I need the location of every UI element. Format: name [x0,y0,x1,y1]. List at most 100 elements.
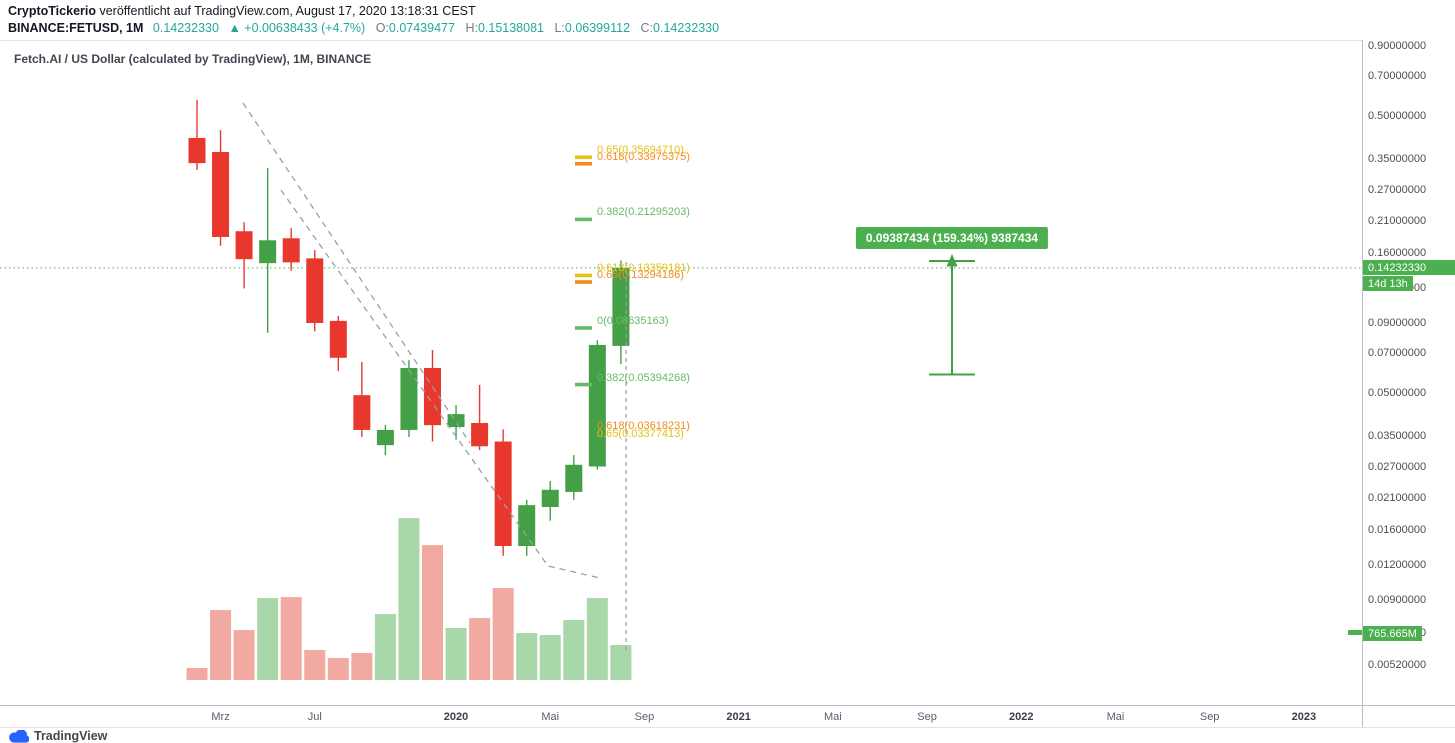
volume-bar [398,518,420,680]
time-axis-month-label: Sep [634,711,655,723]
low-value: 0.06399112 [564,21,631,35]
time-axis-year-label: 2023 [1291,711,1317,723]
volume-bar [610,645,632,680]
attribution-bar: TradingView [0,727,1455,743]
candle-body [306,258,324,323]
symbol-interval-label: BINANCE:FETUSD, 1M [8,21,144,35]
volume-bar [304,650,326,680]
tradingview-logo[interactable]: TradingView [8,729,107,743]
publish-text: veröffentlicht auf TradingView.com, Augu… [96,4,476,18]
time-axis-year-label: 2020 [443,711,469,723]
volume-bar [422,545,443,680]
price-axis-label: 0.21000000 [1368,214,1427,227]
price-axis-label: 0.27000000 [1368,184,1427,197]
price-axis-label: 0.09000000 [1368,316,1427,329]
candle-body [212,151,230,237]
volume-bar [445,628,467,680]
volume-bar [210,610,232,680]
candle-body [235,231,253,260]
candle-body [447,414,465,428]
time-axis-year-label: 2021 [726,711,751,723]
close-label: C: [640,21,654,35]
price-axis-label: 0.00900000 [1368,593,1427,606]
time-axis-year-label: 2022 [1009,711,1034,723]
time-axis[interactable]: Mrz Jul 2020 Mai Sep 2021 Mai Sep 2022 Mai Sep 2023 [0,705,1455,728]
tradingview-cloud-icon [9,729,29,743]
price-axis-label: 0.16000000 [1368,247,1427,260]
fib-tick [575,155,592,160]
price-axis-label: 0.07000000 [1368,346,1427,359]
close-value: 0.14232330 [653,21,720,35]
open-label: O: [375,21,389,35]
chart-pane[interactable] [0,40,1455,705]
candlestick-series [188,99,630,556]
trendline-outer [242,102,471,444]
measured-move-label: 0.09387434 (159.34%) 9387434 [855,227,1049,249]
candle-body [329,320,347,358]
fib-retracement-ticks [575,155,592,387]
time-axis-month-label: Mai [1106,711,1125,723]
candle-body [471,422,489,447]
volume-bar [374,614,396,680]
volume-bar [351,653,373,680]
time-axis-month-label: Mrz [211,711,230,723]
volume-bar [327,658,349,680]
time-axis-month-label: Mai [823,711,842,723]
price-axis-label: 0.01200000 [1368,558,1427,571]
axis-corner-divider [1362,706,1363,728]
bar-countdown-badge: 14d 13h [1363,276,1413,292]
candle-body [400,368,418,430]
symbol-legend-line: BINANCE:FETUSD, 1M 0.14232330 ▲ +0.00638… [8,21,719,35]
chart-pane-background [0,40,1455,705]
last-price-value: 0.14232330 [152,21,219,35]
candle-body [565,464,583,492]
volume-current-marker [1348,630,1362,635]
time-axis-month-label: Sep [1199,711,1220,723]
volume-bar [186,668,208,680]
high-label: H: [465,21,478,35]
candle-body [424,368,441,426]
volume-bar [492,588,514,680]
high-value: 0.15138081 [477,21,544,35]
measured-move-arrow [929,254,975,376]
candle-body [376,429,394,446]
candle-body [259,240,277,264]
price-change-value: ▲ +0.00638433 (+4.7%) [228,21,366,35]
candle-body [353,395,371,430]
current-price-badge: 0.14232330 [1363,260,1455,276]
candle-body [282,238,300,263]
time-axis-month-label: Jul [307,711,322,723]
time-axis-month-label: Sep [917,711,937,723]
low-label: L: [554,21,565,35]
volume-bar [280,597,302,680]
fib-tick [575,161,592,166]
open-value: 0.07439477 [388,21,455,35]
volume-pane [186,518,632,680]
price-axis-label: 0.01600000 [1368,524,1427,537]
price-axis-label: 0.02700000 [1368,461,1427,474]
volume-bar [233,630,255,680]
time-axis-month-label: Mai [541,711,560,723]
publish-info-line: CryptoTickerio veröffentlicht auf Tradin… [8,4,476,18]
candle-body [588,344,606,467]
current-volume-badge: 765.665M [1363,626,1422,641]
price-axis-label: 0.05000000 [1368,387,1427,400]
fib-tick [575,217,592,222]
price-axis-label: 0.03500000 [1368,430,1427,443]
tradingview-wordmark: TradingView [34,729,108,743]
price-axis-label: 0.35000000 [1368,153,1427,166]
candle-body [541,489,559,507]
price-axis-label: 0.70000000 [1368,69,1427,82]
candle-body [188,137,206,164]
price-axis-label: 0.00520000 [1368,659,1427,672]
volume-bar [563,620,585,680]
price-axis-label: 0.90000000 [1368,39,1427,52]
trendline-inner [280,189,601,579]
volume-bar [257,598,279,680]
candle-body [494,441,512,546]
candle-body [518,505,536,546]
candle-body [612,267,630,346]
price-axis-label: 0.50000000 [1368,110,1427,123]
price-axis[interactable]: 0.005200000.006800000.009000000.01200000… [1362,40,1455,705]
volume-bar [539,635,561,680]
